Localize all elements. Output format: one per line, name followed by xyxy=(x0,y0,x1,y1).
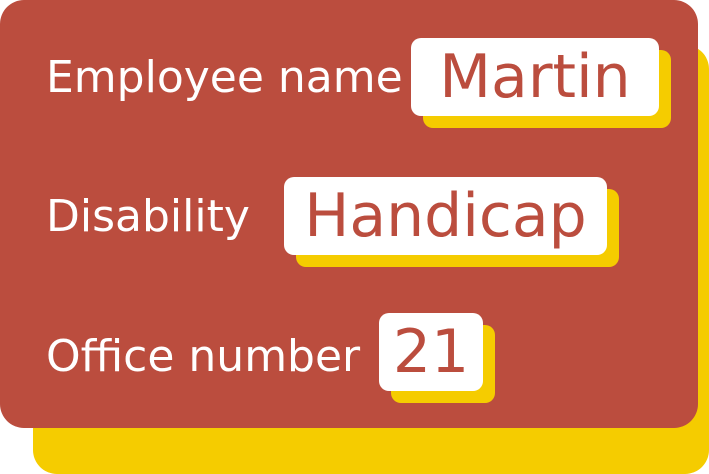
disability-value: Handicap xyxy=(304,181,587,251)
disability-chip: Handicap xyxy=(284,177,607,255)
employee-name-value: Martin xyxy=(439,42,631,112)
office-number-value: 21 xyxy=(392,317,470,387)
office-number-label: Office number xyxy=(46,331,361,382)
employee-name-label: Employee name xyxy=(46,52,403,103)
employee-name-chip: Martin xyxy=(411,38,659,116)
employee-card: Employee name Martin Disability Handicap… xyxy=(0,0,698,428)
office-number-chip: 21 xyxy=(379,313,483,391)
disability-label: Disability xyxy=(46,191,250,242)
